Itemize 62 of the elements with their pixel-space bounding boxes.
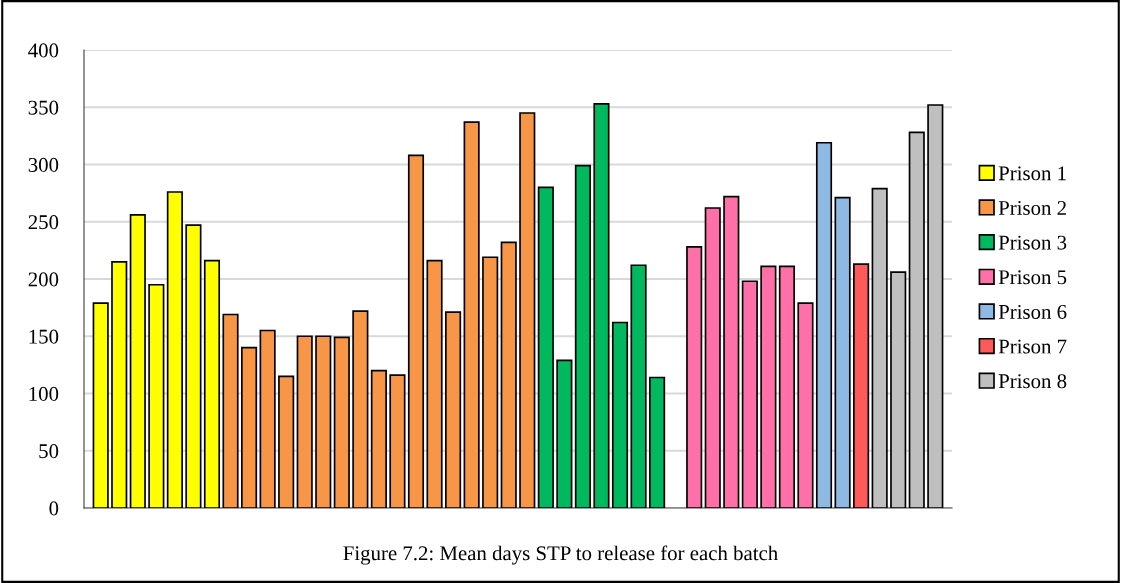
y-tick-label: 400 [28,43,59,58]
bar [315,335,332,508]
bar [649,376,666,508]
bar [407,154,425,508]
legend-label: Prison 5 [998,270,1067,285]
bar [723,195,740,508]
y-tick-label: 300 [28,157,59,172]
bar [426,259,443,508]
bar [370,369,387,508]
legend-label: Prison 3 [998,235,1067,250]
bar [927,104,944,508]
bar [574,164,591,508]
bar [296,335,313,508]
bar [482,256,499,508]
bar [760,265,777,508]
bar [871,187,888,508]
bar [519,112,536,508]
bar [890,271,907,508]
bar [333,336,350,508]
bar [445,311,462,508]
bar [500,241,517,508]
bar [92,302,109,508]
bar [834,196,851,508]
y-tick-label: 250 [28,215,59,230]
bar [259,329,276,508]
y-tick-label: 0 [49,501,59,516]
bar [148,283,165,508]
bar [593,102,610,508]
bar [185,224,202,508]
y-tick-label: 200 [28,272,59,287]
legend-label: Prison 7 [998,339,1067,354]
bar [537,186,554,508]
bar [166,191,183,508]
y-tick-label: 150 [29,329,59,344]
bar [278,375,295,508]
bar [741,280,758,508]
bar [463,121,480,508]
bar [704,207,721,508]
bar [111,260,128,508]
bar [222,313,239,508]
bar [203,259,221,508]
bar [908,131,925,508]
bar [853,263,870,508]
bar [556,359,573,508]
text: Figure 7.2: Mean days STP to release for each batch [343,545,778,565]
y-tick-label: 100 [29,386,59,401]
bar [630,264,647,508]
bar [815,141,833,508]
bar [611,321,629,508]
bar [129,214,146,508]
legend-label: Prison 2 [998,200,1066,215]
bar [797,302,814,508]
legend-label: Prison 6 [998,304,1067,319]
bar [389,374,406,508]
bar [778,265,795,508]
y-tick-label: 350 [28,100,59,115]
bar [686,246,703,508]
legend-label: Prison 1 [998,166,1066,181]
legend-label: Prison 8 [998,374,1067,389]
bar [241,346,258,508]
y-tick-label: 50 [39,444,59,459]
bar [352,310,369,508]
